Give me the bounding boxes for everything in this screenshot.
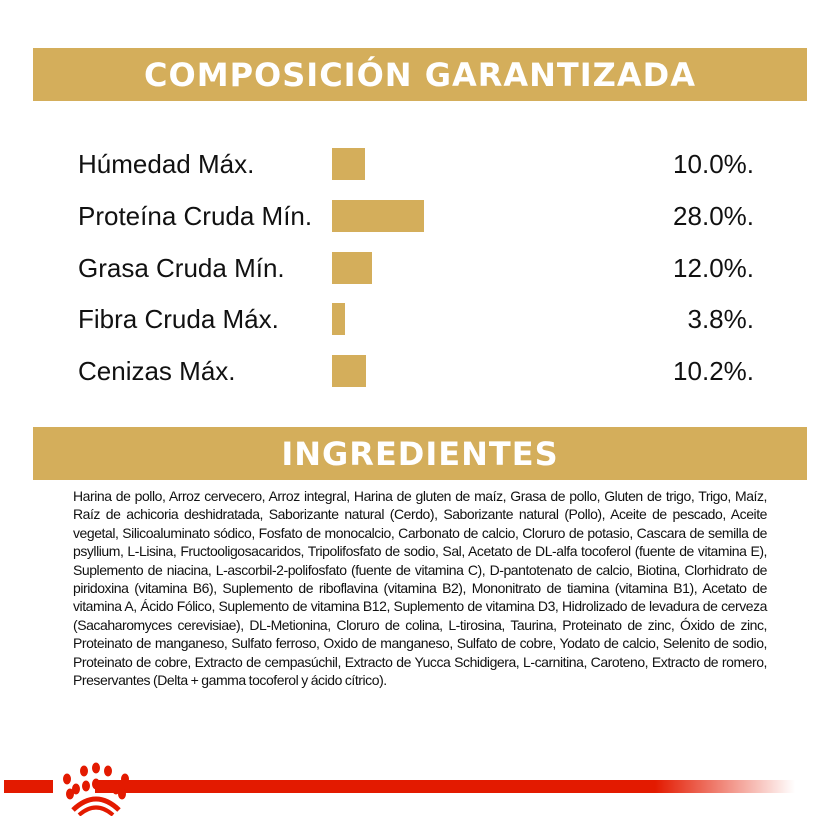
brand-line-left xyxy=(4,780,53,793)
nutrient-label: Fibra Cruda Máx. xyxy=(78,304,279,335)
nutrient-label: Proteína Cruda Mín. xyxy=(78,200,313,231)
composition-row: Fibra Cruda Máx. 3.8%. xyxy=(78,299,754,339)
ingredients-header: INGREDIENTES xyxy=(33,427,807,480)
nutrient-bar xyxy=(332,199,425,232)
nutrient-bar xyxy=(332,303,345,336)
nutrient-label: Grasa Cruda Mín. xyxy=(78,252,285,283)
nutrient-value: 3.8%. xyxy=(687,304,755,335)
nutrient-value: 10.0%. xyxy=(673,149,754,179)
nutrient-label: Cenizas Máx. xyxy=(78,356,236,387)
composition-header: COMPOSICIÓN GARANTIZADA xyxy=(33,48,807,101)
nutrient-label: Húmedad Máx. xyxy=(78,149,255,179)
composition-row: Húmedad Máx. 10.0%. xyxy=(78,144,754,184)
composition-row: Proteína Cruda Mín. 28.0%. xyxy=(78,196,754,236)
nutrient-value: 28.0%. xyxy=(673,200,754,231)
royal-canin-crown-icon xyxy=(63,762,129,816)
nutrient-value: 10.2%. xyxy=(673,356,754,387)
nutrient-value: 12.0%. xyxy=(673,252,754,283)
nutrient-bar xyxy=(332,148,365,180)
composition-row: Cenizas Máx. 10.2%. xyxy=(78,351,754,391)
ingredients-text: Harina de pollo, Arroz cervecero, Arroz … xyxy=(73,488,767,689)
composition-row: Grasa Cruda Mín. 12.0%. xyxy=(78,248,754,288)
nutrient-bar xyxy=(332,355,366,388)
brand-line-right xyxy=(95,780,795,793)
nutrient-bar xyxy=(332,251,372,284)
